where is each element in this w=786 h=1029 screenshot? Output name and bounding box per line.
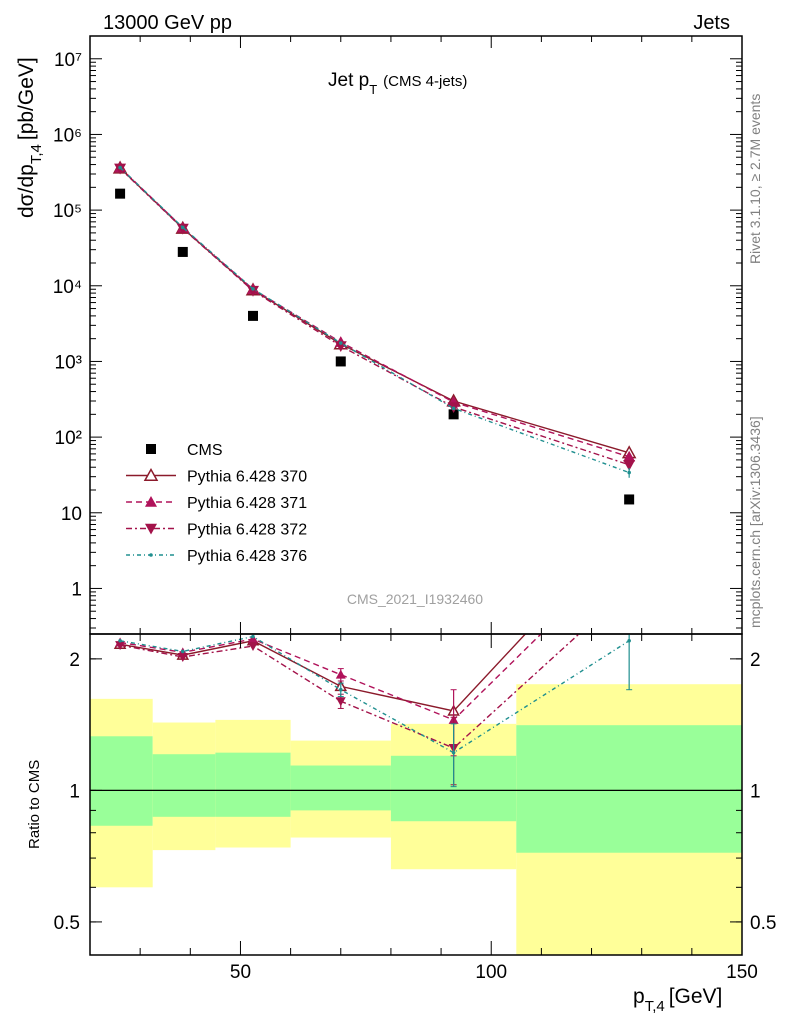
ratio-series-line <box>119 634 527 712</box>
legend-marker <box>145 523 157 535</box>
ratio-ytick-label-right: 0.5 <box>750 913 776 934</box>
main-point <box>334 341 347 352</box>
main-ytick-label: 10³ <box>55 352 82 373</box>
ratio-xlabel: pT,4 [GeV] <box>633 985 722 1015</box>
main-frame <box>89 35 743 635</box>
ratio-band-inner <box>215 752 291 817</box>
ratio-point <box>177 652 188 662</box>
ratio-point <box>248 642 258 652</box>
ratio-frame <box>89 633 743 956</box>
main-ytick-label: 1 <box>71 579 82 600</box>
legend-marker <box>145 496 157 507</box>
ratio-point <box>180 649 185 654</box>
legend-marker <box>143 467 159 482</box>
main-point <box>623 450 636 462</box>
rivet-label: Rivet 3.1.10, ≥ 2.7M events <box>747 94 763 264</box>
watermark: CMS_2021_I1932460 <box>347 591 483 607</box>
ratio-xtick-label: 150 <box>726 962 758 983</box>
ratio-point <box>118 638 122 643</box>
main-point <box>448 409 459 420</box>
header-right: Jets <box>693 12 730 34</box>
main-series-line <box>119 167 630 466</box>
main-ytick-label: 10⁶ <box>53 125 82 146</box>
main-point <box>451 406 456 411</box>
ratio-ytick-label-right: 1 <box>750 781 761 802</box>
ratio-point <box>451 750 456 755</box>
ratio-ytick-label-left: 0.5 <box>54 913 80 934</box>
ratio-series-line <box>119 634 542 721</box>
legend-label: Pythia 6.428 370 <box>187 469 307 486</box>
main-ytick-label: 10⁵ <box>53 201 82 222</box>
ratio-xtick-label: 50 <box>230 962 251 983</box>
ratio-ylabel: Ratio to CMS <box>26 760 43 849</box>
ratio-ytick-label-left: 1 <box>69 781 80 802</box>
legend: CMS Pythia 6.428 370 Pythia 6.428 371 Pythi… <box>126 442 307 565</box>
main-point <box>251 287 255 291</box>
legend-label: Pythia 6.428 376 <box>187 548 307 565</box>
main-point <box>623 460 636 471</box>
ratio-panel: 2 2 1 1 0.5 0.5 50 100 150 <box>54 633 776 983</box>
ratio-band-inner <box>516 725 742 853</box>
main-series-line <box>119 167 630 474</box>
ratio-ytick-label-left: 2 <box>69 650 80 671</box>
main-point <box>624 494 635 505</box>
legend-label: Pythia 6.428 371 <box>187 495 307 512</box>
main-point <box>335 356 346 367</box>
main-series-line <box>119 167 630 454</box>
ratio-band-inner <box>152 754 216 817</box>
main-ytick-label: 10⁴ <box>53 277 82 298</box>
main-point <box>177 246 188 257</box>
main-point <box>338 341 343 345</box>
main-point <box>115 188 126 199</box>
header-left: 13000 GeV pp <box>103 12 232 34</box>
ratio-ytick-label-right: 2 <box>750 650 761 671</box>
main-title: Jet pT (CMS 4-jets) <box>328 70 467 97</box>
main-point <box>627 470 631 475</box>
main-point <box>180 225 185 230</box>
ratio-series-line <box>119 634 581 749</box>
ratio-point <box>338 687 343 692</box>
ratio-band-inner <box>90 736 153 826</box>
ratio-point <box>627 638 631 643</box>
legend-label: Pythia 6.428 372 <box>187 522 307 539</box>
ratio-bands <box>90 684 742 955</box>
ratio-point <box>335 697 346 707</box>
legend-label: CMS <box>187 442 223 459</box>
ratio-point <box>251 634 255 639</box>
legend-marker <box>149 553 153 557</box>
source-label: mcplots.cern.ch [arXiv:1306.3436] <box>747 416 763 628</box>
ratio-band-inner <box>290 765 391 811</box>
main-ytick-label: 10² <box>55 428 82 449</box>
main-ytick-label: 10 <box>61 504 82 525</box>
ratio-xtick-label: 100 <box>475 962 507 983</box>
main-point <box>118 165 122 170</box>
main-point <box>247 285 259 297</box>
main-panel: 10⁷ 10⁶ 10⁵ 10⁴ 10³ 10² 10 1 <box>53 35 743 635</box>
main-ylabel: dσ/dpT,4[pb/GeV] <box>15 57 45 218</box>
main-ytick-label: 10⁷ <box>54 50 82 71</box>
ratio-series <box>113 634 633 788</box>
main-point <box>248 310 258 321</box>
ratio-point <box>115 641 126 651</box>
main-series-line <box>119 167 630 458</box>
ratio-point <box>248 634 258 644</box>
legend-marker <box>146 444 156 454</box>
ratio-point <box>335 669 346 679</box>
